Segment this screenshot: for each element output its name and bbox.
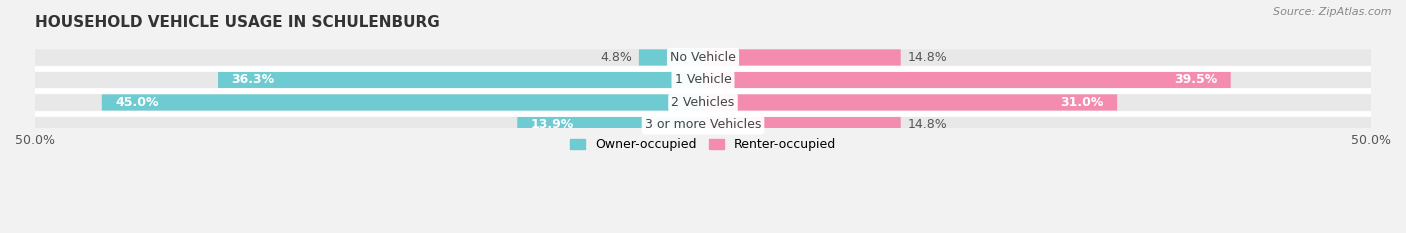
Text: 31.0%: 31.0% (1060, 96, 1104, 109)
FancyBboxPatch shape (517, 117, 703, 133)
Text: No Vehicle: No Vehicle (671, 51, 735, 64)
Text: 36.3%: 36.3% (232, 73, 274, 86)
Text: 2 Vehicles: 2 Vehicles (672, 96, 734, 109)
Text: HOUSEHOLD VEHICLE USAGE IN SCHULENBURG: HOUSEHOLD VEHICLE USAGE IN SCHULENBURG (35, 15, 440, 30)
FancyBboxPatch shape (35, 94, 1371, 111)
FancyBboxPatch shape (35, 117, 1371, 133)
FancyBboxPatch shape (703, 117, 901, 133)
Text: 3 or more Vehicles: 3 or more Vehicles (645, 118, 761, 131)
FancyBboxPatch shape (703, 72, 1230, 88)
Text: 14.8%: 14.8% (907, 118, 948, 131)
FancyBboxPatch shape (218, 72, 703, 88)
FancyBboxPatch shape (35, 49, 1371, 65)
Text: 1 Vehicle: 1 Vehicle (675, 73, 731, 86)
FancyBboxPatch shape (703, 49, 901, 65)
FancyBboxPatch shape (638, 49, 703, 65)
FancyBboxPatch shape (101, 94, 703, 111)
FancyBboxPatch shape (35, 72, 1371, 88)
Text: 4.8%: 4.8% (600, 51, 633, 64)
Text: 45.0%: 45.0% (115, 96, 159, 109)
Text: 13.9%: 13.9% (530, 118, 574, 131)
Text: 14.8%: 14.8% (907, 51, 948, 64)
FancyBboxPatch shape (703, 94, 1118, 111)
Text: 39.5%: 39.5% (1174, 73, 1218, 86)
Legend: Owner-occupied, Renter-occupied: Owner-occupied, Renter-occupied (565, 133, 841, 156)
Text: Source: ZipAtlas.com: Source: ZipAtlas.com (1274, 7, 1392, 17)
